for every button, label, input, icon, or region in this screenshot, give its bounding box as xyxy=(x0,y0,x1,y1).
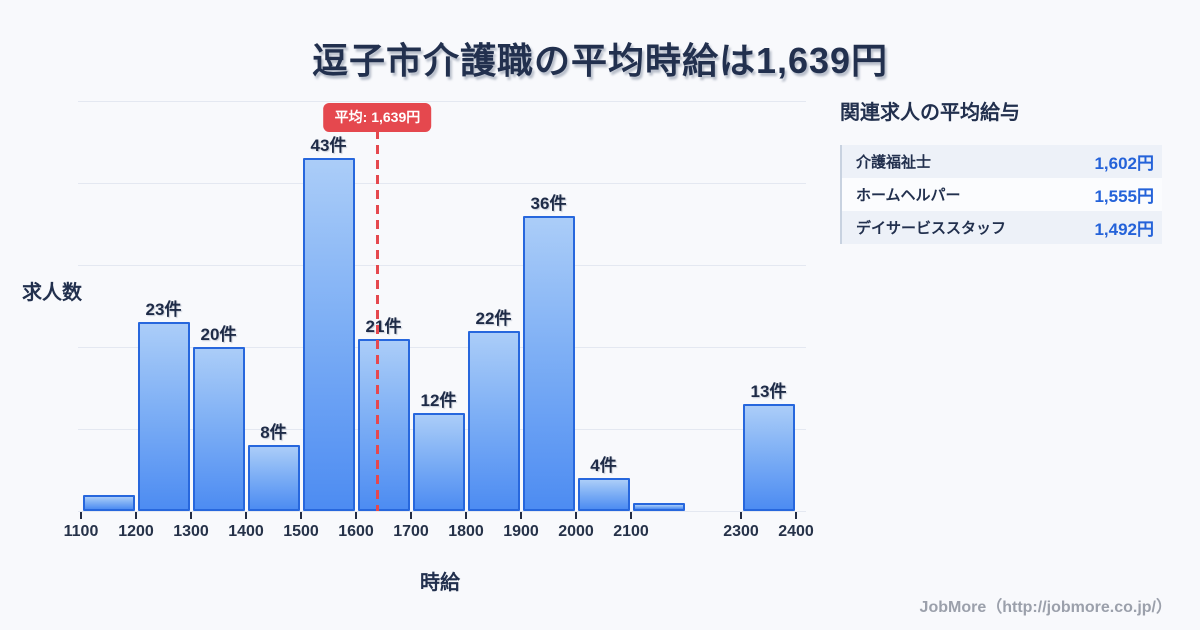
histogram-bar xyxy=(467,330,520,511)
bar-count-label: 43件 xyxy=(310,136,347,156)
x-axis-tick-label: 2100 xyxy=(613,523,649,540)
bar-count-label: 12件 xyxy=(420,390,457,410)
histogram-bar xyxy=(412,412,465,511)
bar-count-label: 21件 xyxy=(365,316,402,336)
job-wage: 1,492円 xyxy=(1094,220,1154,239)
x-axis-tick xyxy=(465,512,467,519)
job-title: 介護福祉士 xyxy=(856,154,932,171)
histogram-bar xyxy=(742,404,795,511)
histogram-bar xyxy=(302,158,355,511)
x-axis-tick xyxy=(245,512,247,519)
average-badge: 平均: 1,639円 xyxy=(323,103,432,132)
job-wage: 1,602円 xyxy=(1094,154,1154,173)
bar-count-label: 36件 xyxy=(530,193,567,213)
x-axis-tick-label: 1800 xyxy=(448,523,484,540)
table-row: 介護福祉士 1,602円 xyxy=(842,145,1162,178)
job-title: ホームヘルパー xyxy=(856,187,961,204)
table-row: ホームヘルパー 1,555円 xyxy=(842,178,1162,211)
job-wage: 1,555円 xyxy=(1094,187,1154,206)
histogram-bar xyxy=(137,322,190,511)
x-axis-tick-label: 1100 xyxy=(63,523,99,540)
x-axis-label: 時給 xyxy=(420,572,460,594)
x-axis-tick xyxy=(80,512,82,519)
x-axis-tick-label: 1700 xyxy=(393,523,429,540)
x-axis-tick-label: 1200 xyxy=(118,523,154,540)
x-axis-tick-label: 2400 xyxy=(778,523,814,540)
x-axis-tick-label: 2300 xyxy=(723,523,759,540)
x-axis-tick xyxy=(575,512,577,519)
footer-credit: JobMore（http://jobmore.co.jp/） xyxy=(919,599,1172,616)
bar-count-label: 13件 xyxy=(750,382,787,402)
related-jobs-table: 介護福祉士 1,602円 ホームヘルパー 1,555円 デイサービススタッフ 1… xyxy=(840,145,1162,244)
x-axis-tick xyxy=(300,512,302,519)
bar-count-label: 4件 xyxy=(590,456,617,476)
average-line xyxy=(375,130,379,511)
x-axis-tick xyxy=(740,512,742,519)
gridline xyxy=(78,511,806,512)
gridline xyxy=(78,347,806,348)
x-axis-tick-label: 2000 xyxy=(558,523,594,540)
histogram-bar xyxy=(632,502,685,511)
histogram-bar xyxy=(577,478,630,511)
histogram-bar xyxy=(247,445,300,511)
x-axis-tick xyxy=(520,512,522,519)
x-axis-tick xyxy=(795,512,797,519)
table-row: デイサービススタッフ 1,492円 xyxy=(842,211,1162,244)
x-axis-tick xyxy=(135,512,137,519)
related-jobs-heading: 関連求人の平均給与 xyxy=(840,102,1020,124)
x-axis-tick-label: 1400 xyxy=(228,523,264,540)
page-title: 逗子市介護職の平均時給は1,639円 xyxy=(311,40,889,81)
bar-count-label: 8件 xyxy=(260,423,287,443)
x-axis-tick xyxy=(355,512,357,519)
x-axis-tick-label: 1300 xyxy=(173,523,209,540)
job-title: デイサービススタッフ xyxy=(856,220,1007,237)
x-axis-tick-label: 1500 xyxy=(283,523,319,540)
x-axis-tick xyxy=(630,512,632,519)
y-axis-label: 求人数 xyxy=(22,282,82,304)
histogram-bar xyxy=(357,338,410,511)
related-jobs-panel: 関連求人の平均給与 介護福祉士 1,602円 ホームヘルパー 1,555円 デイ… xyxy=(840,96,1162,244)
bar-count-label: 22件 xyxy=(475,308,512,328)
histogram-bar xyxy=(192,347,245,511)
gridline xyxy=(78,265,806,266)
bar-count-label: 20件 xyxy=(200,325,237,344)
bar-count-label: 23件 xyxy=(145,300,182,320)
gridline xyxy=(78,183,806,184)
x-axis-tick-label: 1600 xyxy=(338,523,374,540)
histogram-bar xyxy=(522,215,575,511)
gridline xyxy=(78,101,806,102)
histogram-bar xyxy=(82,494,135,511)
x-axis-tick xyxy=(410,512,412,519)
x-axis-tick xyxy=(190,512,192,519)
x-axis-tick-label: 1900 xyxy=(503,523,539,540)
